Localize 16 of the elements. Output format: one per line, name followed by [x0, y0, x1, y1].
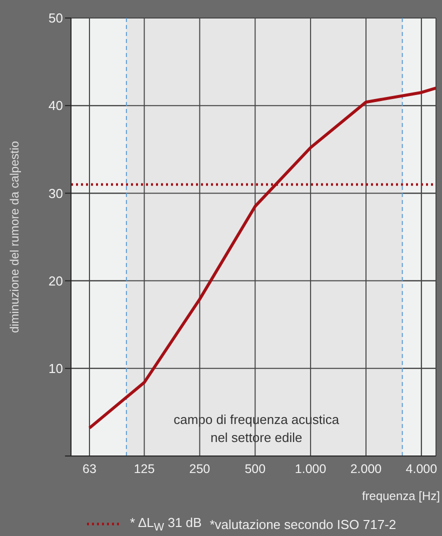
- y-axis-title: diminuzione del rumore da calpestio: [7, 140, 22, 334]
- y-tick-label: 10: [48, 361, 63, 376]
- x-tick-label: 125: [134, 462, 155, 476]
- y-tick-label: 40: [48, 98, 63, 114]
- y-tick-label: 50: [48, 10, 63, 26]
- x-tick-label: 63: [82, 462, 96, 476]
- text: *valutazione secondo ISO 717-2: [210, 516, 396, 532]
- x-tick-label: 2.000: [350, 462, 382, 476]
- legend-label: * ΔL$_{W}$ 31 dB: [130, 515, 202, 534]
- y-tick-label: 30: [48, 186, 63, 201]
- x-tick-label: 500: [244, 462, 266, 476]
- x-tick-label: 250: [189, 462, 210, 476]
- x-tick-label: 1.000: [294, 462, 326, 476]
- x-tick-label: 4.000: [406, 462, 438, 476]
- x-axis-title: frequenza [Hz]: [362, 489, 440, 503]
- y-tick-label: 20: [48, 273, 63, 288]
